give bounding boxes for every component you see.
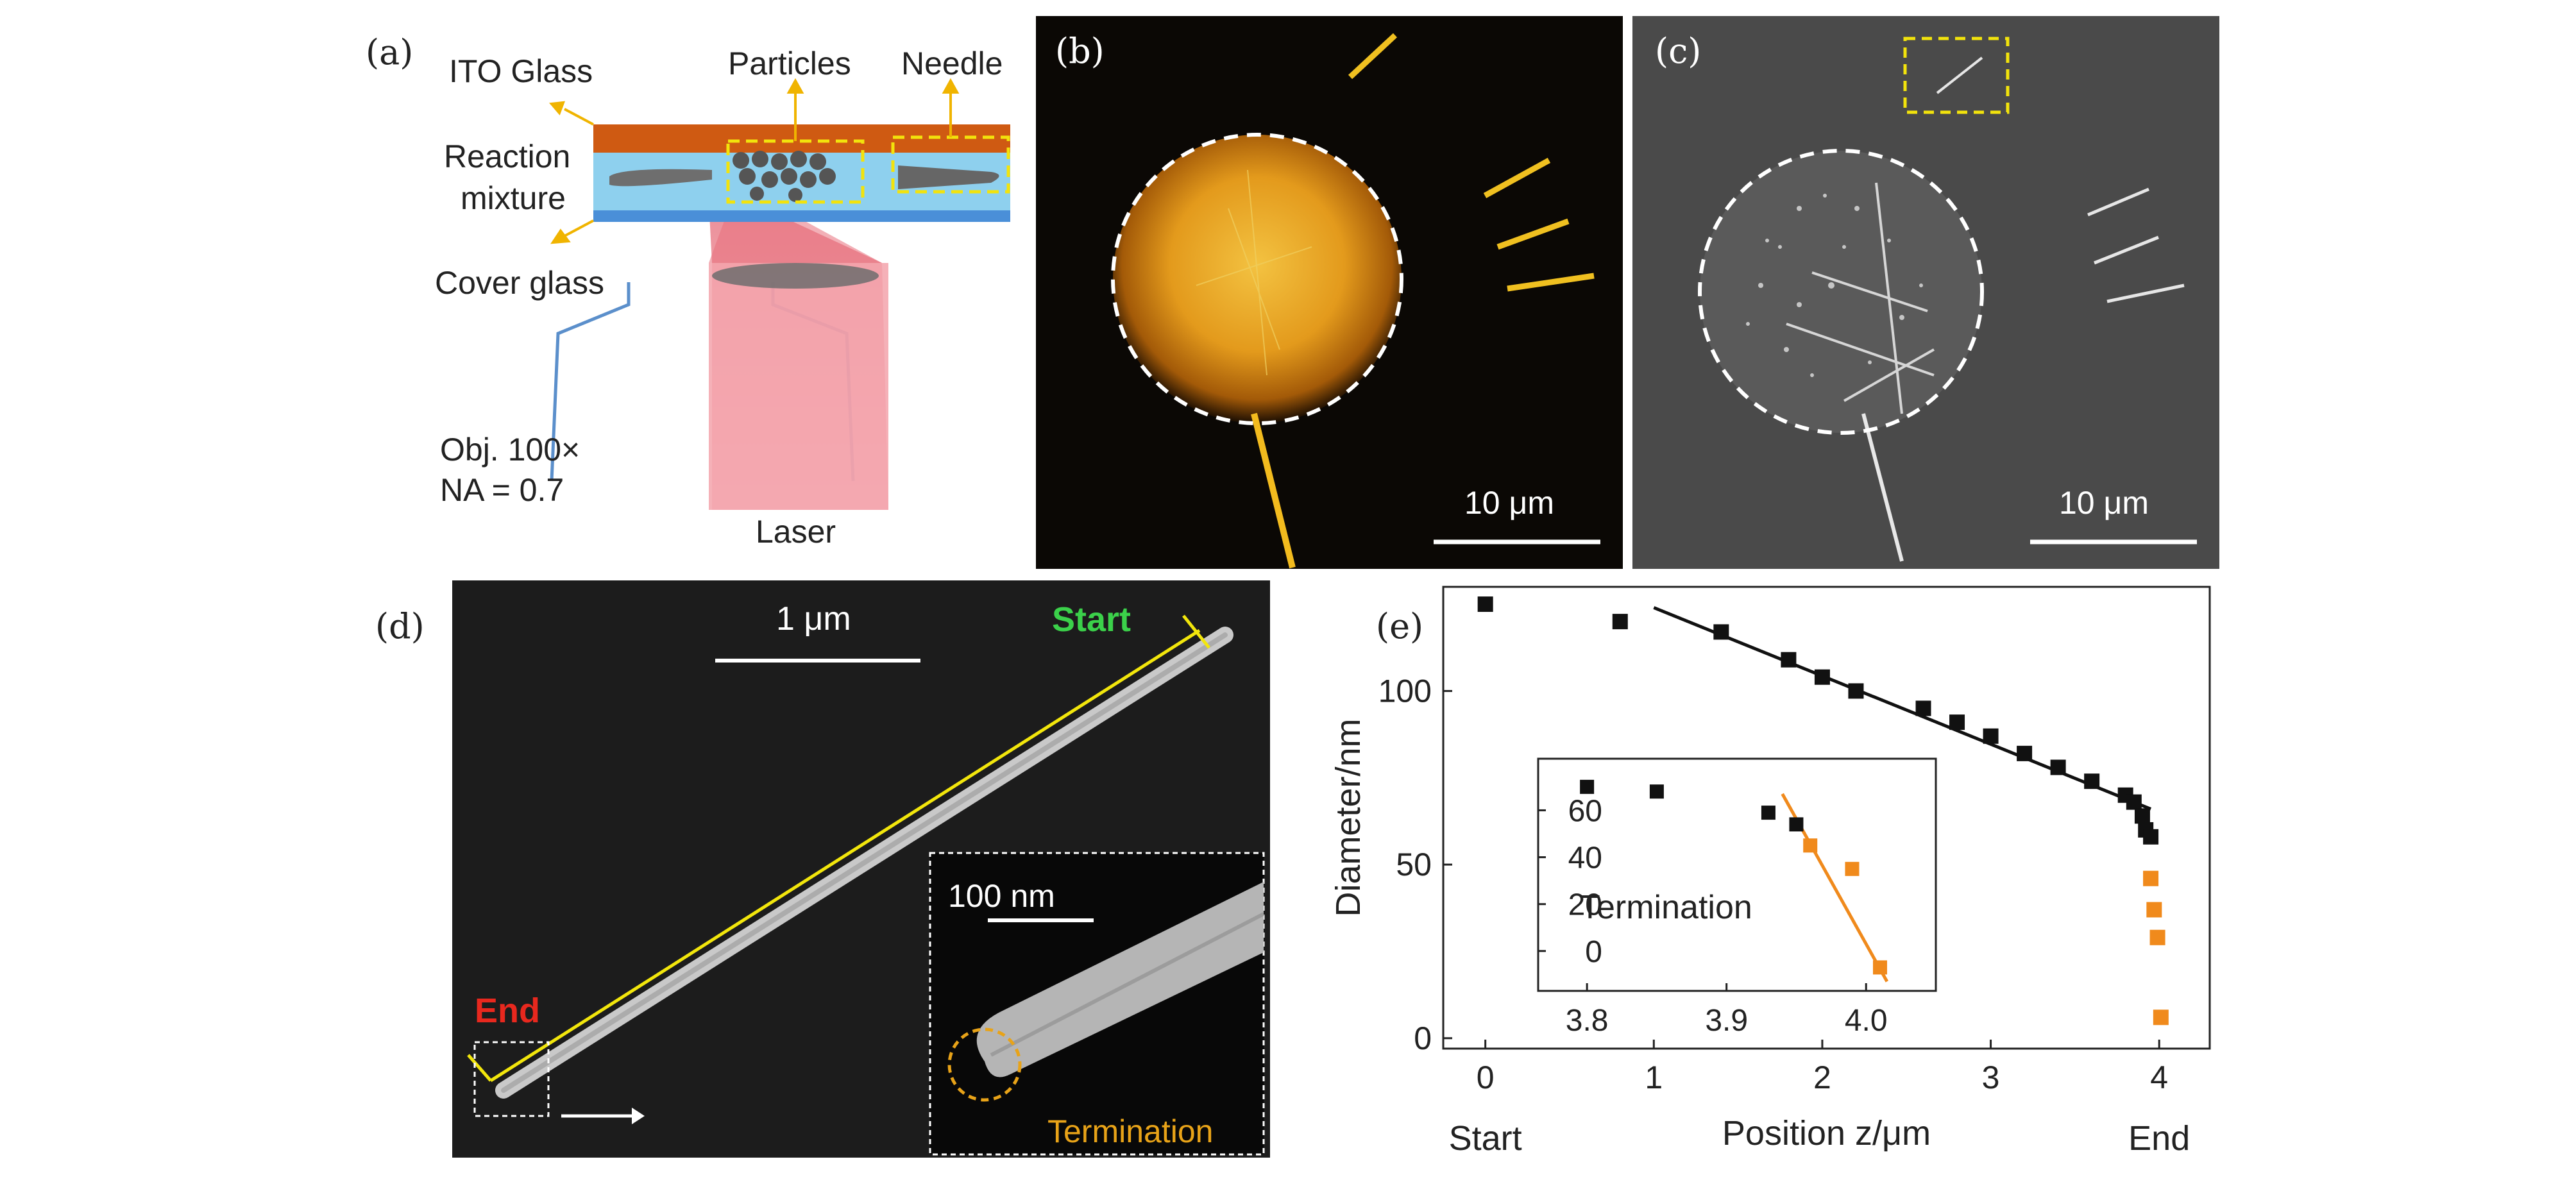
scale-bar-label-d: 1 μm <box>776 600 851 637</box>
objective-lens <box>712 263 879 289</box>
inset-y-tick-label: 20 <box>1568 888 1602 922</box>
inset-y-tick-label: 0 <box>1585 935 1602 969</box>
needle-b <box>1251 412 1296 569</box>
scale-bar-label-b: 10 μm <box>1464 485 1554 521</box>
label-cover-glass: Cover glass <box>435 265 604 301</box>
inset-point-orange <box>1872 960 1887 975</box>
data-point-black <box>1713 624 1729 640</box>
inset-caption-termination: Termination <box>1047 1113 1214 1149</box>
inset-x-tick-label: 4.0 <box>1845 1004 1888 1038</box>
start-label-d: Start <box>1052 600 1131 639</box>
data-point-black <box>2143 829 2159 845</box>
region-marker-c <box>1698 149 1984 435</box>
label-reaction-line2: mixture <box>461 180 566 216</box>
label-ito-glass: ITO Glass <box>449 53 593 89</box>
y-tick-label: 50 <box>1396 847 1432 882</box>
x-axis-label: Position z/μm <box>1722 1114 1931 1152</box>
setup-schematic <box>549 78 1010 510</box>
panel-c-image <box>1632 16 2219 569</box>
inset-point-black <box>1789 817 1804 832</box>
chart-plot-frame <box>1442 586 2211 1050</box>
x-start-label: Start <box>1449 1119 1522 1158</box>
data-point-black <box>2017 745 2033 761</box>
data-point-black <box>1983 728 1999 744</box>
data-point-black <box>2050 759 2066 775</box>
inset-y-tick-label: 60 <box>1568 794 1602 828</box>
inset-point-black <box>1649 784 1664 799</box>
data-point-black <box>1612 614 1628 630</box>
x-tick-label: 2 <box>1813 1060 1831 1095</box>
x-end-label: End <box>2128 1119 2190 1158</box>
inset-annotation-termination: Termination <box>1580 889 1752 926</box>
inset-point-black <box>1761 806 1775 820</box>
x-tick-label: 4 <box>2150 1060 2168 1095</box>
data-point-black <box>1915 700 1931 716</box>
data-point-black <box>1781 652 1797 668</box>
needle-shape-right <box>898 165 999 189</box>
data-point-orange <box>2143 870 2159 886</box>
label-numerical-aperture: NA = 0.7 <box>440 472 564 508</box>
needle-c <box>1861 413 1904 562</box>
y-tick-label: 100 <box>1378 673 1432 709</box>
fit-line <box>1653 606 2152 811</box>
highlight-box-c <box>1903 37 2010 114</box>
inset-point-orange <box>1803 838 1818 853</box>
label-particles: Particles <box>728 46 851 81</box>
panel-label-c: (c) <box>1655 31 1702 71</box>
x-tick-label: 1 <box>1645 1060 1663 1095</box>
inset-point-orange <box>1845 861 1860 876</box>
data-point-black <box>1814 669 1830 685</box>
scale-bar-label-c: 10 μm <box>2059 485 2149 521</box>
ito-glass-layer <box>593 124 1010 153</box>
panel-b-image <box>1036 16 1623 569</box>
panel-label-b: (b) <box>1055 31 1105 71</box>
inset-x-tick-label: 3.8 <box>1566 1004 1609 1038</box>
data-point-black <box>2134 808 2150 824</box>
region-marker-b <box>1111 133 1403 425</box>
inset-nanowire <box>976 882 1264 1077</box>
termination-circle <box>947 1027 1022 1102</box>
particles-cluster <box>733 151 836 202</box>
direction-arrow <box>489 629 1201 1083</box>
end-highlight-box <box>473 1041 550 1117</box>
panel-label-a: (a) <box>366 32 414 72</box>
inset-y-tick-label: 40 <box>1568 841 1602 875</box>
label-needle: Needle <box>901 46 1003 81</box>
data-point-orange <box>2149 929 2165 945</box>
end-label-d: End <box>475 992 540 1030</box>
particles-highlight-box <box>726 139 865 204</box>
panel-label-d: (d) <box>375 606 425 646</box>
inset-point-black <box>1580 779 1595 794</box>
label-reaction-line1: Reaction <box>444 139 571 174</box>
label-objective: Obj. 100× <box>440 432 580 468</box>
data-point-black <box>2126 794 2142 810</box>
x-tick-label: 3 <box>1982 1060 2000 1095</box>
needle-shape-left <box>609 169 712 187</box>
panel-d-image <box>452 580 1270 1158</box>
data-point-black <box>2084 773 2100 789</box>
x-tick-label: 0 <box>1477 1060 1495 1095</box>
panel-label-e: (e) <box>1376 606 1424 646</box>
data-point-orange <box>2153 1009 2169 1026</box>
cover-glass-layer <box>593 210 1010 222</box>
data-point-black <box>1848 683 1864 699</box>
data-point-black <box>1949 714 1965 730</box>
data-point-black <box>1477 596 1493 612</box>
inset-x-tick-label: 3.9 <box>1705 1004 1748 1038</box>
y-axis-label: Diameter/nm <box>1329 718 1368 916</box>
inset-scale-bar-label: 100 nm <box>948 878 1055 914</box>
label-laser: Laser <box>756 514 836 550</box>
y-tick-label: 0 <box>1414 1020 1432 1056</box>
data-point-orange <box>2146 902 2162 918</box>
